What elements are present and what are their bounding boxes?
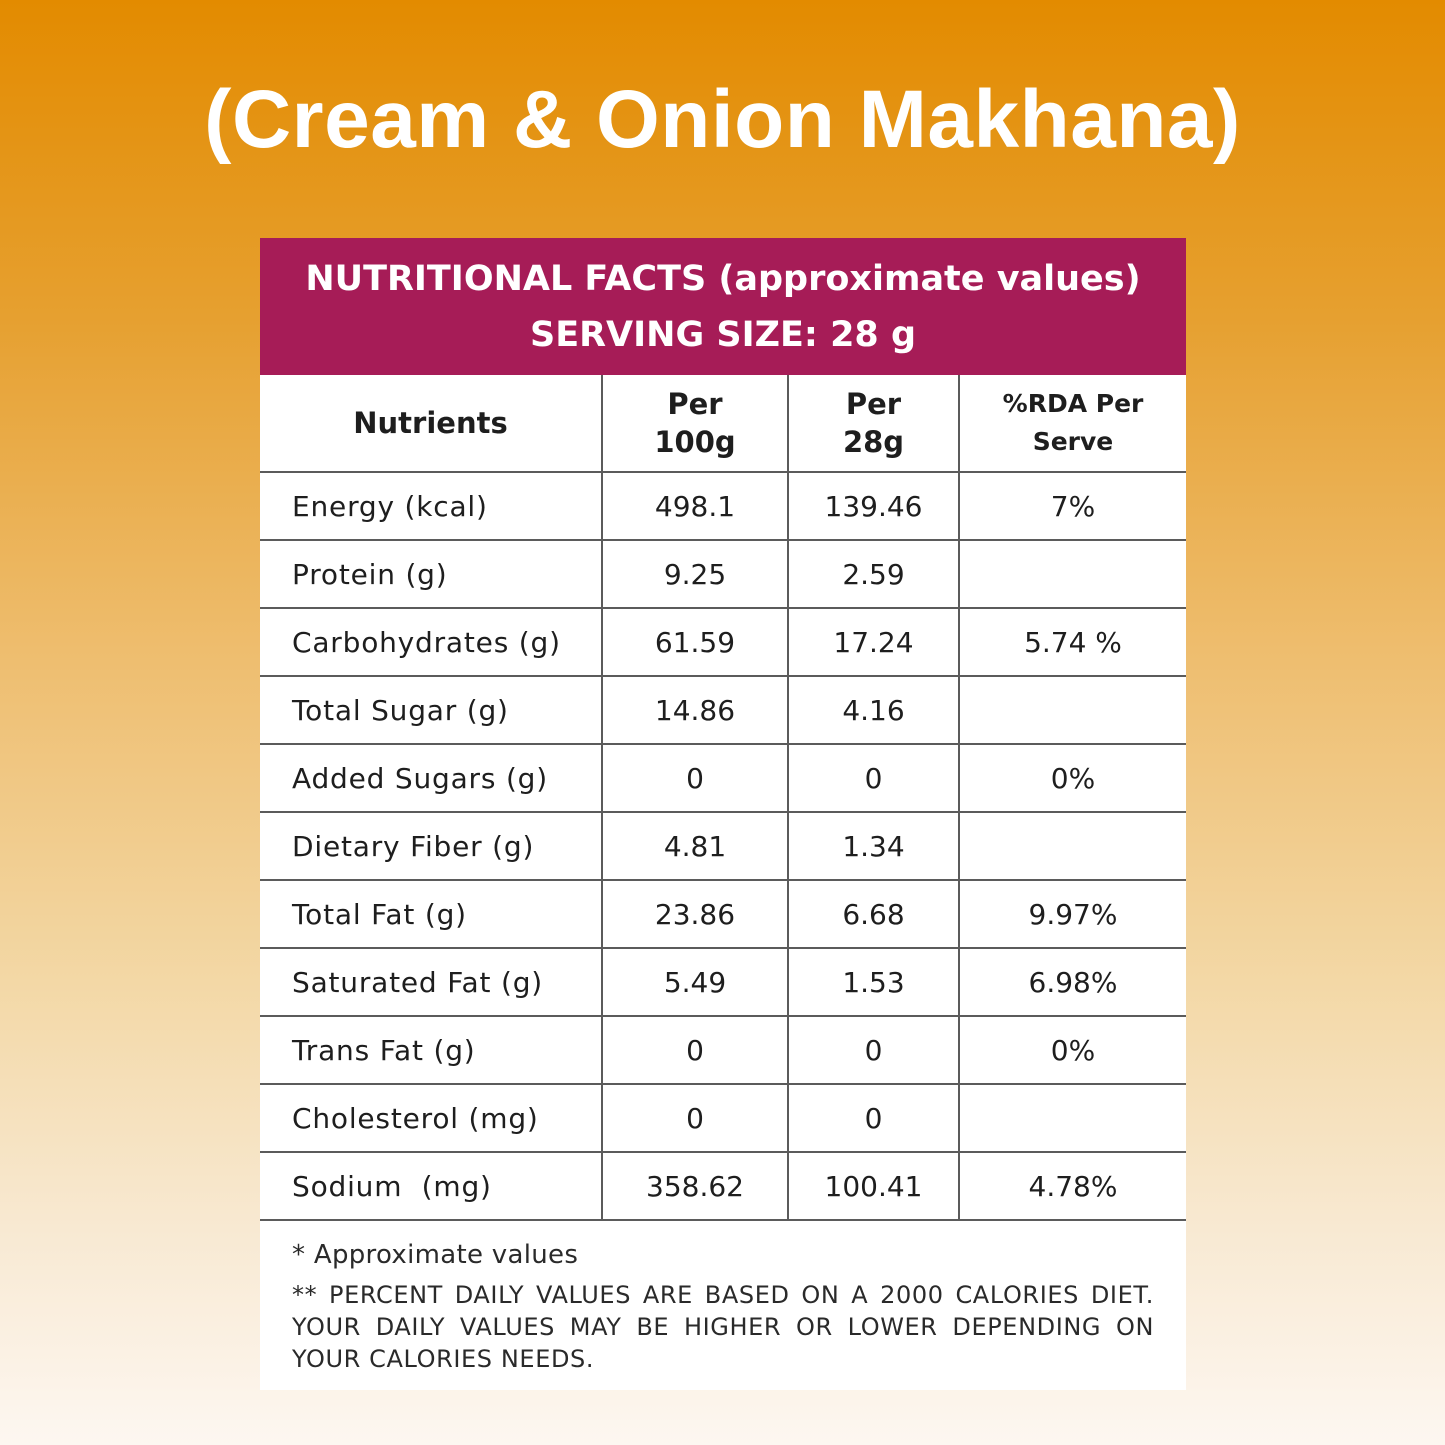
value-per-100g: 498.1 bbox=[601, 471, 789, 541]
table-row: Total Sugar (g) 14.86 4.16 bbox=[260, 675, 1186, 745]
value-rda: 4.78% bbox=[958, 1151, 1186, 1221]
col-header-per-28g: Per 28g bbox=[787, 375, 960, 473]
value-per-100g: 0 bbox=[601, 743, 789, 813]
col-header-per-100g-line1: Per bbox=[667, 387, 723, 421]
nutrition-table: Nutrients Per 100g Per 28g %RDA Per Serv… bbox=[260, 375, 1186, 1221]
serving-size: SERVING SIZE: 28 g bbox=[529, 314, 917, 355]
col-header-per-100g: Per 100g bbox=[601, 375, 789, 473]
nutrient-name: Carbohydrates (g) bbox=[260, 607, 603, 677]
value-per-100g: 14.86 bbox=[601, 675, 789, 745]
value-per-100g: 358.62 bbox=[601, 1151, 789, 1221]
nutrient-name: Total Sugar (g) bbox=[260, 675, 603, 745]
value-rda: 0% bbox=[958, 743, 1186, 813]
col-header-per-100g-line2: 100g bbox=[654, 425, 736, 459]
col-header-nutrients: Nutrients bbox=[260, 375, 603, 473]
value-rda bbox=[958, 1083, 1186, 1153]
nutrient-name: Sodium (mg) bbox=[260, 1151, 603, 1221]
value-per-28g: 0 bbox=[787, 743, 960, 813]
footnotes: * Approximate values ** PERCENT DAILY VA… bbox=[260, 1221, 1186, 1375]
table-row: Saturated Fat (g) 5.49 1.53 6.98% bbox=[260, 947, 1186, 1017]
nutrition-header: NUTRITIONAL FACTS (approximate values) S… bbox=[260, 238, 1186, 375]
value-rda: 0% bbox=[958, 1015, 1186, 1085]
value-rda bbox=[958, 675, 1186, 745]
table-row: Protein (g) 9.25 2.59 bbox=[260, 539, 1186, 609]
nutrition-facts-panel: NUTRITIONAL FACTS (approximate values) S… bbox=[260, 238, 1186, 1390]
table-row: Dietary Fiber (g) 4.81 1.34 bbox=[260, 811, 1186, 881]
nutrient-name: Dietary Fiber (g) bbox=[260, 811, 603, 881]
nutrient-name: Total Fat (g) bbox=[260, 879, 603, 949]
value-per-28g: 17.24 bbox=[787, 607, 960, 677]
table-row: Total Fat (g) 23.86 6.68 9.97% bbox=[260, 879, 1186, 949]
value-per-28g: 2.59 bbox=[787, 539, 960, 609]
nutrient-name: Cholesterol (mg) bbox=[260, 1083, 603, 1153]
value-per-100g: 9.25 bbox=[601, 539, 789, 609]
value-rda: 5.74 % bbox=[958, 607, 1186, 677]
value-per-28g: 1.53 bbox=[787, 947, 960, 1017]
table-row: Trans Fat (g) 0 0 0% bbox=[260, 1015, 1186, 1085]
nutrient-name: Added Sugars (g) bbox=[260, 743, 603, 813]
footnote-approximate: * Approximate values bbox=[292, 1240, 579, 1270]
col-header-per-28g-line2: 28g bbox=[842, 425, 905, 459]
value-rda: 6.98% bbox=[958, 947, 1186, 1017]
nutrient-name: Energy (kcal) bbox=[260, 471, 603, 541]
value-per-28g: 100.41 bbox=[787, 1151, 960, 1221]
nutrient-name: Trans Fat (g) bbox=[260, 1015, 603, 1085]
table-row: Added Sugars (g) 0 0 0% bbox=[260, 743, 1186, 813]
table-header-row: Nutrients Per 100g Per 28g %RDA Per Serv… bbox=[260, 375, 1186, 473]
footnote-daily-values: ** PERCENT DAILY VALUES ARE BASED ON A 2… bbox=[292, 1281, 1154, 1373]
nutrient-name: Protein (g) bbox=[260, 539, 603, 609]
value-per-28g: 0 bbox=[787, 1083, 960, 1153]
value-per-100g: 5.49 bbox=[601, 947, 789, 1017]
table-row: Sodium (mg) 358.62 100.41 4.78% bbox=[260, 1151, 1186, 1221]
value-per-100g: 61.59 bbox=[601, 607, 789, 677]
value-rda bbox=[958, 811, 1186, 881]
value-rda: 7% bbox=[958, 471, 1186, 541]
value-per-28g: 1.34 bbox=[787, 811, 960, 881]
value-per-28g: 139.46 bbox=[787, 471, 960, 541]
value-rda bbox=[958, 539, 1186, 609]
table-row: Energy (kcal) 498.1 139.46 7% bbox=[260, 471, 1186, 541]
value-per-28g: 4.16 bbox=[787, 675, 960, 745]
value-per-28g: 0 bbox=[787, 1015, 960, 1085]
col-header-rda: %RDA Per Serve bbox=[958, 375, 1186, 473]
value-per-100g: 4.81 bbox=[601, 811, 789, 881]
value-per-100g: 23.86 bbox=[601, 879, 789, 949]
nutrition-header-title: NUTRITIONAL FACTS (approximate values) bbox=[305, 258, 1141, 299]
product-title: (Cream & Onion Makhana) bbox=[204, 74, 1241, 165]
value-per-100g: 0 bbox=[601, 1015, 789, 1085]
value-per-100g: 0 bbox=[601, 1083, 789, 1153]
value-per-28g: 6.68 bbox=[787, 879, 960, 949]
table-row: Cholesterol (mg) 0 0 bbox=[260, 1083, 1186, 1153]
col-header-per-28g-line1: Per bbox=[845, 387, 902, 421]
value-rda: 9.97% bbox=[958, 879, 1186, 949]
nutrient-name: Saturated Fat (g) bbox=[260, 947, 603, 1017]
table-row: Carbohydrates (g) 61.59 17.24 5.74 % bbox=[260, 607, 1186, 677]
